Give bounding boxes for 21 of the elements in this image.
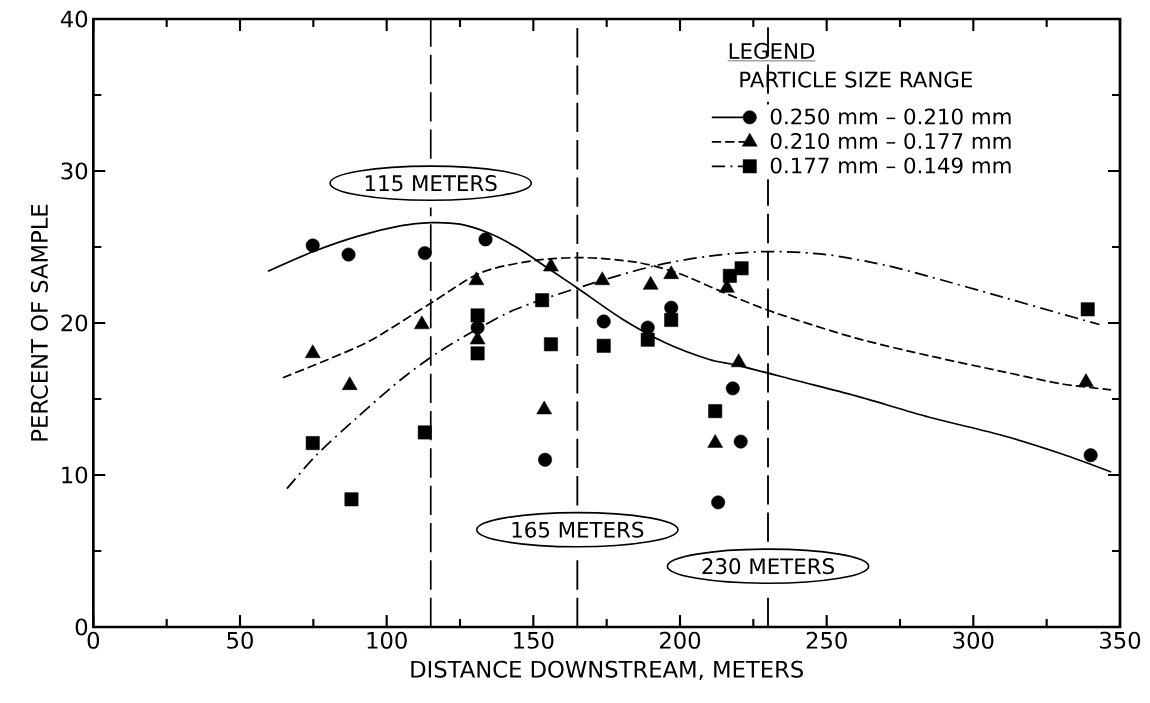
x-tick-label: 150 [514,631,554,649]
x-tick-label: 200 [660,631,701,649]
x-tick-label: 50 [227,631,253,649]
x-tick-label: 300 [953,631,994,649]
ref-line-label: 115 METERS [365,175,497,192]
x-tick-label: 350 [1100,631,1141,649]
y-tick-label: 0 [75,618,88,636]
ref-line-label: 230 METERS [702,558,834,575]
y-tick-label: 20 [61,314,88,332]
y-tick-label: 30 [61,162,88,180]
x-tick-label: 250 [806,631,847,649]
y-tick-label: 40 [60,10,88,28]
x-axis-title: DISTANCE DOWNSTREAM, METERS [411,660,803,681]
ref-line-label: 165 METERS [512,521,644,538]
y-tick-label: 10 [62,466,88,484]
x-tick-label: 100 [367,631,407,649]
x-tick-label: 0 [87,631,100,649]
legend-label: 0.250 mm – 0.210 mm [770,108,1011,125]
legend-label: 0.210 mm – 0.177 mm [770,132,1011,149]
y-axis-title: PERCENT OF SAMPLE [30,204,48,441]
legend-label: 0.177 mm – 0.149 mm [770,157,1011,174]
